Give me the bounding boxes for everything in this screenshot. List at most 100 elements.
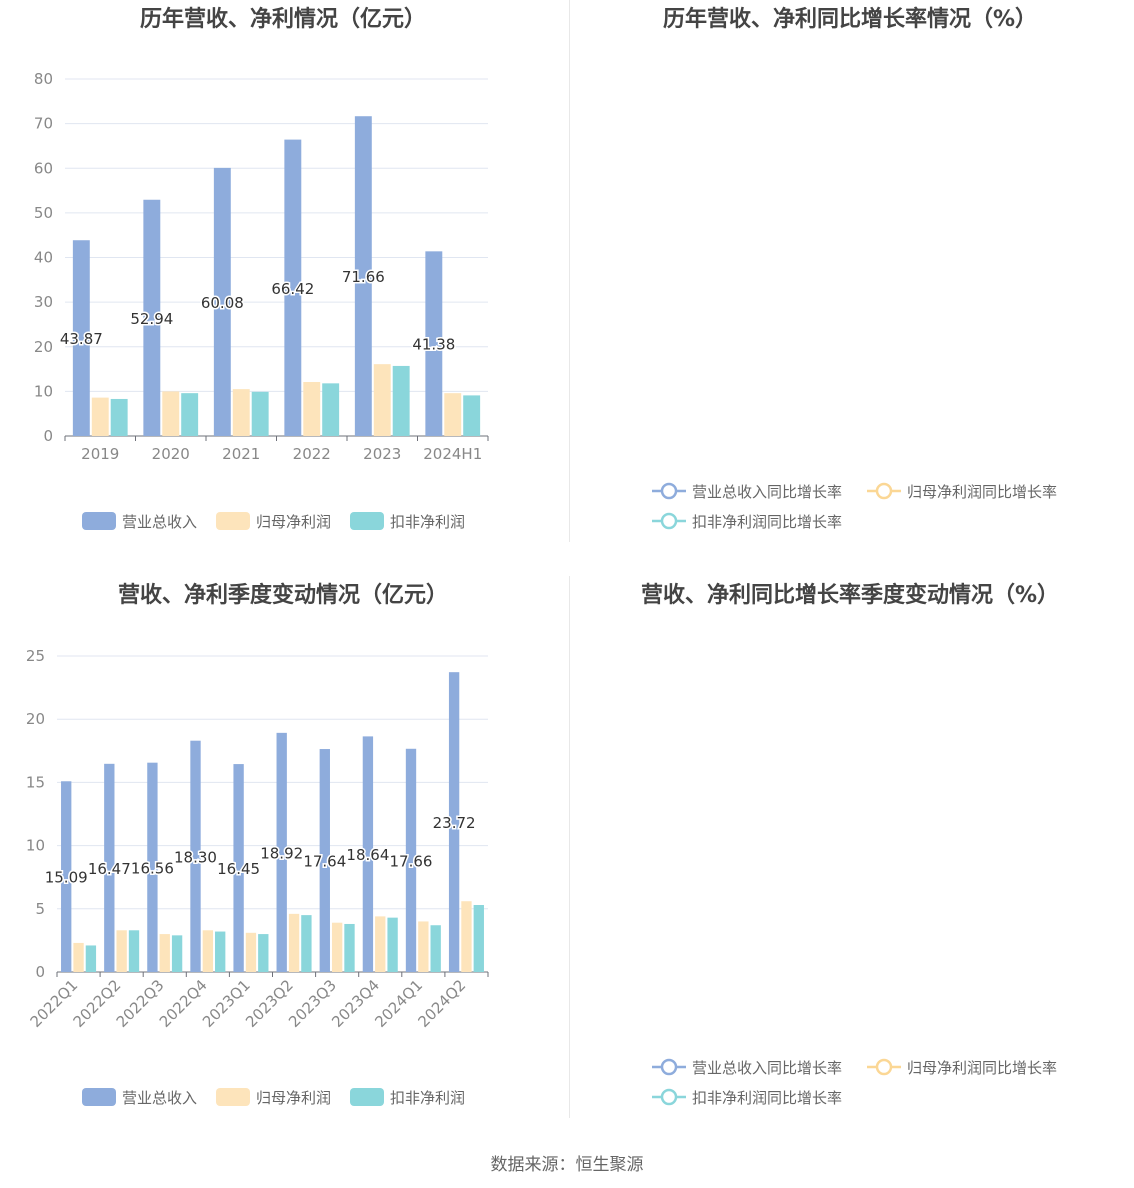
bar-revenue bbox=[425, 251, 443, 436]
bar-parent-profit bbox=[232, 389, 250, 436]
bar-revenue bbox=[233, 764, 244, 972]
data-source-note: 数据来源：恒生聚源 bbox=[490, 1155, 644, 1175]
y-tick-label: 25 bbox=[26, 647, 45, 665]
chart-svg: 营收、净利同比增长率季度变动情况（%）-200204060802022Q1202… bbox=[641, 582, 1059, 1107]
legend-label: 归母净利润 bbox=[256, 513, 331, 531]
bar-parent-profit bbox=[444, 393, 462, 436]
chart-svg: 营收、净利季度变动情况（亿元）05101520252022Q12022Q2202… bbox=[26, 582, 489, 1107]
data-label: 18.92 bbox=[260, 844, 303, 862]
y-tick-label: 20 bbox=[26, 710, 45, 728]
bar-parent-profit bbox=[73, 942, 84, 972]
y-tick-label: 15 bbox=[26, 773, 45, 791]
legend-label: 扣非净利润 bbox=[390, 513, 465, 531]
data-label: 16.45 bbox=[217, 860, 260, 878]
bar-parent-profit bbox=[288, 913, 300, 972]
x-tick-label: 2021 bbox=[222, 445, 260, 463]
bar-deducted-profit bbox=[251, 391, 269, 436]
data-label: 16.47 bbox=[88, 860, 131, 878]
legend-marker bbox=[660, 482, 678, 500]
legend-swatch bbox=[350, 1088, 384, 1106]
bar-revenue bbox=[213, 167, 231, 436]
bar-deducted-profit bbox=[171, 935, 183, 972]
y-tick-label: 50 bbox=[34, 204, 53, 222]
chart-title: 营收、净利同比增长率季度变动情况（%） bbox=[641, 582, 1059, 608]
bar-parent-profit bbox=[461, 901, 472, 972]
bar-parent-profit bbox=[375, 916, 386, 972]
chart-title: 历年营收、净利同比增长率情况（%） bbox=[663, 6, 1037, 32]
bar-revenue bbox=[72, 240, 90, 436]
y-tick-label: 20 bbox=[34, 338, 53, 356]
legend-label: 归母净利润 bbox=[256, 1089, 331, 1107]
bar-revenue bbox=[319, 749, 330, 972]
x-tick-label: 2022 bbox=[293, 445, 331, 463]
quarterly-revenue-profit-chart: 营收、净利季度变动情况（亿元） 0 5 10 15 20 25 2022Q1 2022Q2 202… bbox=[0, 576, 567, 1152]
chart-svg: 历年营收、净利同比增长率情况（%）05101520253035201920202… bbox=[652, 6, 1057, 531]
bar-deducted-profit bbox=[110, 398, 128, 436]
legend-swatch bbox=[350, 512, 384, 530]
quarterly-growth-rate-chart: 营收、净利同比增长率季度变动情况（%）-200204060802022Q1202… bbox=[567, 576, 1134, 1152]
bar-deducted-profit bbox=[181, 393, 199, 436]
y-tick-label: 0 bbox=[43, 427, 53, 445]
x-tick-label: 2024H1 bbox=[423, 445, 482, 463]
data-label: 23.72 bbox=[433, 814, 476, 832]
legend-marker bbox=[875, 1058, 893, 1076]
bar-revenue bbox=[405, 748, 417, 972]
bar-deducted-profit bbox=[344, 923, 355, 972]
bar-deducted-profit bbox=[463, 395, 481, 436]
bar-parent-profit bbox=[159, 934, 170, 972]
y-tick-label: 80 bbox=[34, 70, 53, 88]
x-tick-label: 2020 bbox=[152, 445, 190, 463]
legend-marker bbox=[660, 512, 678, 530]
data-label: 71.66 bbox=[342, 268, 385, 286]
data-label: 66.42 bbox=[271, 280, 314, 298]
bar-revenue bbox=[276, 732, 287, 972]
legend-label: 扣非净利润同比增长率 bbox=[692, 513, 842, 531]
legend-label: 营业总收入 bbox=[122, 1089, 197, 1107]
vertical-divider-top bbox=[569, 0, 570, 542]
bar-deducted-profit bbox=[387, 917, 398, 972]
y-tick-label: 0 bbox=[35, 963, 45, 981]
legend-label: 归母净利润同比增长率 bbox=[907, 1059, 1057, 1077]
legend-marker bbox=[660, 1058, 678, 1076]
bar-parent-profit bbox=[245, 932, 257, 972]
y-tick-label: 30 bbox=[34, 293, 53, 311]
bar-deducted-profit bbox=[322, 383, 340, 436]
bar-parent-profit bbox=[91, 397, 109, 436]
legend-label: 营业总收入 bbox=[122, 513, 197, 531]
y-tick-label: 10 bbox=[26, 837, 45, 855]
vertical-divider-bottom bbox=[569, 576, 570, 1118]
x-tick-label: 2024Q2 bbox=[414, 976, 469, 1031]
data-label: 52.94 bbox=[130, 310, 173, 328]
y-tick-label: 10 bbox=[34, 382, 53, 400]
bar-parent-profit bbox=[116, 930, 127, 972]
bar-deducted-profit bbox=[392, 365, 410, 436]
bar-parent-profit bbox=[202, 930, 214, 972]
bar-parent-profit bbox=[162, 391, 180, 436]
bar-revenue bbox=[354, 116, 372, 436]
legend-label: 扣非净利润 bbox=[390, 1089, 465, 1107]
y-tick-label: 40 bbox=[34, 249, 53, 267]
bar-revenue bbox=[448, 672, 460, 972]
x-tick-label: 2019 bbox=[81, 445, 119, 463]
legend-swatch bbox=[82, 512, 116, 530]
legend-marker bbox=[660, 1088, 678, 1106]
bar-deducted-profit bbox=[128, 930, 140, 972]
data-label: 43.87 bbox=[60, 330, 103, 348]
bar-deducted-profit bbox=[85, 945, 97, 972]
y-tick-label: 60 bbox=[34, 159, 53, 177]
legend-label: 扣非净利润同比增长率 bbox=[692, 1089, 842, 1107]
x-tick-label: 2023 bbox=[363, 445, 401, 463]
data-label: 17.64 bbox=[303, 853, 346, 871]
bar-revenue bbox=[284, 139, 302, 436]
chart-svg: 历年营收、净利情况（亿元） 0 10 20 30 40 50 60 70 80 2019 2020 20… bbox=[34, 6, 489, 531]
bar-deducted-profit bbox=[215, 931, 226, 972]
data-label: 18.30 bbox=[174, 848, 217, 866]
bar-parent-profit bbox=[418, 921, 429, 972]
y-tick-label: 70 bbox=[34, 115, 53, 133]
legend-label: 营业总收入同比增长率 bbox=[692, 1059, 842, 1077]
data-label: 41.38 bbox=[412, 336, 455, 354]
bar-deducted-profit bbox=[301, 915, 312, 972]
annual-growth-rate-chart: 历年营收、净利同比增长率情况（%）05101520253035201920202… bbox=[567, 0, 1134, 576]
bar-deducted-profit bbox=[258, 934, 269, 972]
bar-parent-profit bbox=[331, 922, 343, 972]
